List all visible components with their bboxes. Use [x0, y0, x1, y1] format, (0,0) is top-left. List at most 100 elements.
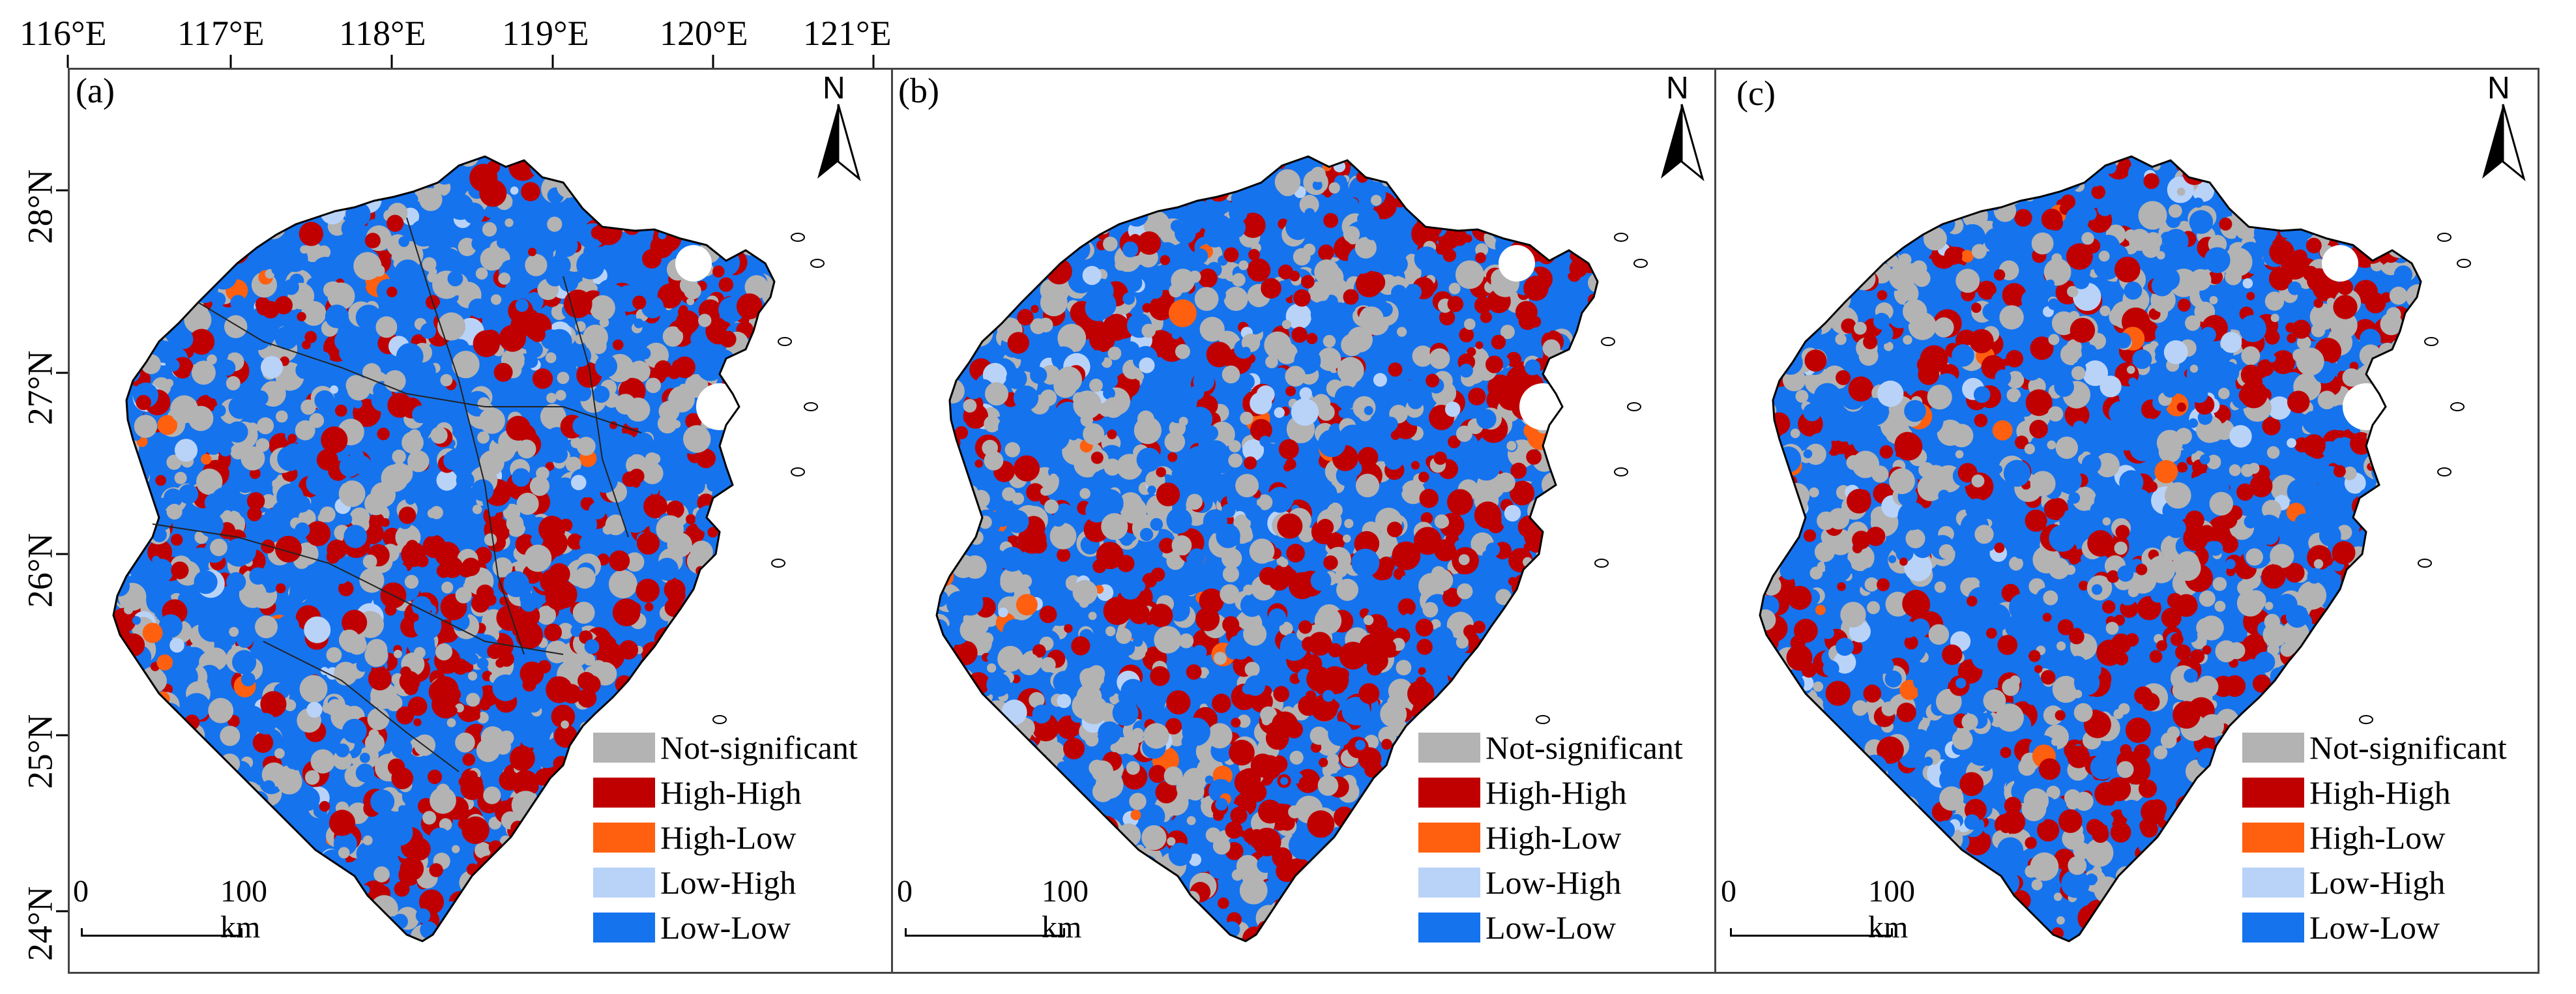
cluster-cell [468, 299, 488, 318]
cluster-cell [127, 164, 145, 181]
cluster-cell [230, 810, 240, 820]
cluster-cell [976, 244, 987, 254]
cluster-cell [1552, 693, 1577, 718]
cluster-cell [1317, 347, 1341, 372]
cluster-cell [1068, 430, 1079, 441]
cluster-cell [113, 186, 122, 196]
cluster-cell [728, 495, 742, 510]
cluster-cell [462, 282, 473, 294]
cluster-cell [1293, 248, 1311, 266]
cluster-cell [715, 644, 724, 652]
cluster-cell [141, 448, 168, 475]
cluster-cell [1221, 548, 1242, 569]
cluster-cell [1463, 624, 1477, 638]
cluster-cell [124, 682, 139, 698]
cluster-cell [1570, 618, 1598, 647]
cluster-cell [1304, 208, 1315, 218]
cluster-cell [1305, 213, 1328, 237]
island [804, 402, 818, 411]
cluster-cell [977, 259, 995, 277]
cluster-cell [248, 213, 259, 223]
cluster-cell [1412, 197, 1426, 212]
cluster-cell [480, 329, 501, 349]
cluster-cell [155, 497, 169, 511]
cluster-cell [1132, 551, 1143, 562]
cluster-cell [538, 937, 554, 941]
cluster-cell [1594, 571, 1598, 586]
cluster-cell [1497, 643, 1512, 658]
cluster-cell [751, 186, 766, 201]
cluster-cell [1274, 169, 1301, 195]
cluster-cell [1570, 622, 1589, 641]
cluster-cell [327, 164, 342, 179]
cluster-cell [455, 587, 472, 604]
cluster-cell [222, 156, 239, 171]
cluster-cell [146, 166, 156, 176]
cluster-cell [1210, 175, 1229, 194]
cluster-cell [739, 165, 754, 180]
cluster-cell [186, 177, 206, 197]
cluster-cell [1298, 526, 1315, 543]
cluster-cell [332, 925, 344, 937]
cluster-cell [291, 931, 310, 941]
cluster-cell [1581, 589, 1598, 609]
cluster-cell [329, 810, 356, 836]
cluster-cell [534, 881, 562, 909]
cluster-cell [319, 800, 330, 812]
cluster-cell [396, 343, 424, 370]
cluster-cell [767, 224, 774, 233]
cluster-cell [508, 156, 537, 181]
cluster-cell [1586, 369, 1598, 386]
cluster-cell [643, 494, 667, 519]
cluster-cell [1426, 373, 1440, 388]
cluster-cell [655, 207, 683, 234]
cluster-cell [113, 767, 128, 792]
cluster-cell [1129, 793, 1147, 810]
cluster-cell [1188, 548, 1205, 566]
cluster-cell [703, 701, 714, 713]
cluster-cell [1268, 568, 1291, 591]
cluster-cell [739, 369, 760, 391]
cluster-cell [157, 415, 178, 435]
cluster-cell [1397, 327, 1407, 337]
cluster-cell [694, 160, 712, 179]
cluster-cell [660, 156, 683, 165]
cluster-cell [128, 232, 155, 259]
cluster-cell [309, 913, 336, 940]
cluster-cell [322, 156, 336, 160]
cluster-cell [545, 461, 555, 471]
cluster-cell [1434, 514, 1449, 529]
cluster-cell [1014, 765, 1040, 791]
cluster-cell [1039, 606, 1057, 623]
cluster-cell [479, 450, 505, 476]
cluster-cell [1538, 221, 1560, 242]
cluster-cell [700, 186, 711, 196]
cluster-cell [134, 710, 156, 732]
cluster-cell [1553, 655, 1575, 676]
cluster-cell [261, 494, 276, 509]
cluster-cell [764, 186, 774, 201]
cluster-cell [741, 404, 758, 421]
cluster-cell [1164, 919, 1186, 941]
cluster-cell [141, 156, 160, 167]
cluster-cell [961, 244, 985, 269]
cluster-cell [154, 609, 163, 618]
cluster-cell [691, 186, 713, 209]
cluster-cell [768, 650, 774, 662]
cluster-cell [373, 265, 385, 277]
cluster-cell [561, 720, 569, 729]
cluster-cell [497, 237, 509, 249]
cluster-cell [773, 529, 774, 550]
cluster-cell [440, 373, 453, 387]
cluster-cell [1072, 692, 1099, 720]
cluster-cell [114, 240, 132, 257]
cluster-cell [342, 609, 368, 636]
cluster-cell [141, 826, 153, 837]
cluster-cell [1082, 175, 1094, 187]
cluster-cell [1301, 274, 1315, 289]
cluster-cell [439, 818, 452, 831]
cluster-cell [1295, 879, 1304, 888]
cluster-cell [760, 491, 774, 515]
cluster-cell [669, 675, 679, 686]
cluster-cell [521, 858, 540, 875]
